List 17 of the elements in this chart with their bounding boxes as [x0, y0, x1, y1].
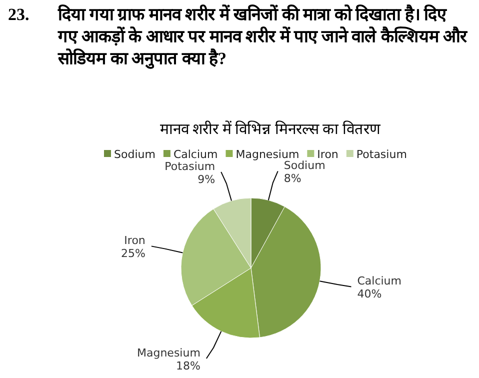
legend-label: Magnesium — [236, 148, 300, 161]
slice-label: Iron — [124, 234, 146, 248]
legend-label: Potasium — [356, 148, 407, 161]
legend-label: Calcium — [173, 148, 218, 161]
chart-title: मानव शरीर में विभिन्न मिनरल्स का वितरण — [160, 120, 382, 138]
slice-label: Magnesium — [136, 346, 200, 360]
data-label: 18% — [176, 359, 200, 372]
data-label: 9% — [198, 172, 216, 186]
slice-label: Sodium — [284, 159, 326, 172]
data-label: 25% — [120, 247, 146, 260]
legend-label: Iron — [317, 148, 338, 161]
legend-label: Sodium — [114, 148, 156, 161]
slice-label: Calcium — [357, 274, 402, 288]
text: 23. दिया गया ग्राफ मानव शरीर में खनिजों की मात्रा को दिखाता है। दिए गए आकड़ों के आधार पर मानव शरीर में पाए जाने वाले कैल्शियम और सोडियम का अनुपात क्या है? — [8, 5, 467, 68]
slice-label: Potasium — [164, 160, 216, 173]
data-label: 8% — [284, 172, 302, 186]
data-label: 40% — [357, 288, 382, 301]
